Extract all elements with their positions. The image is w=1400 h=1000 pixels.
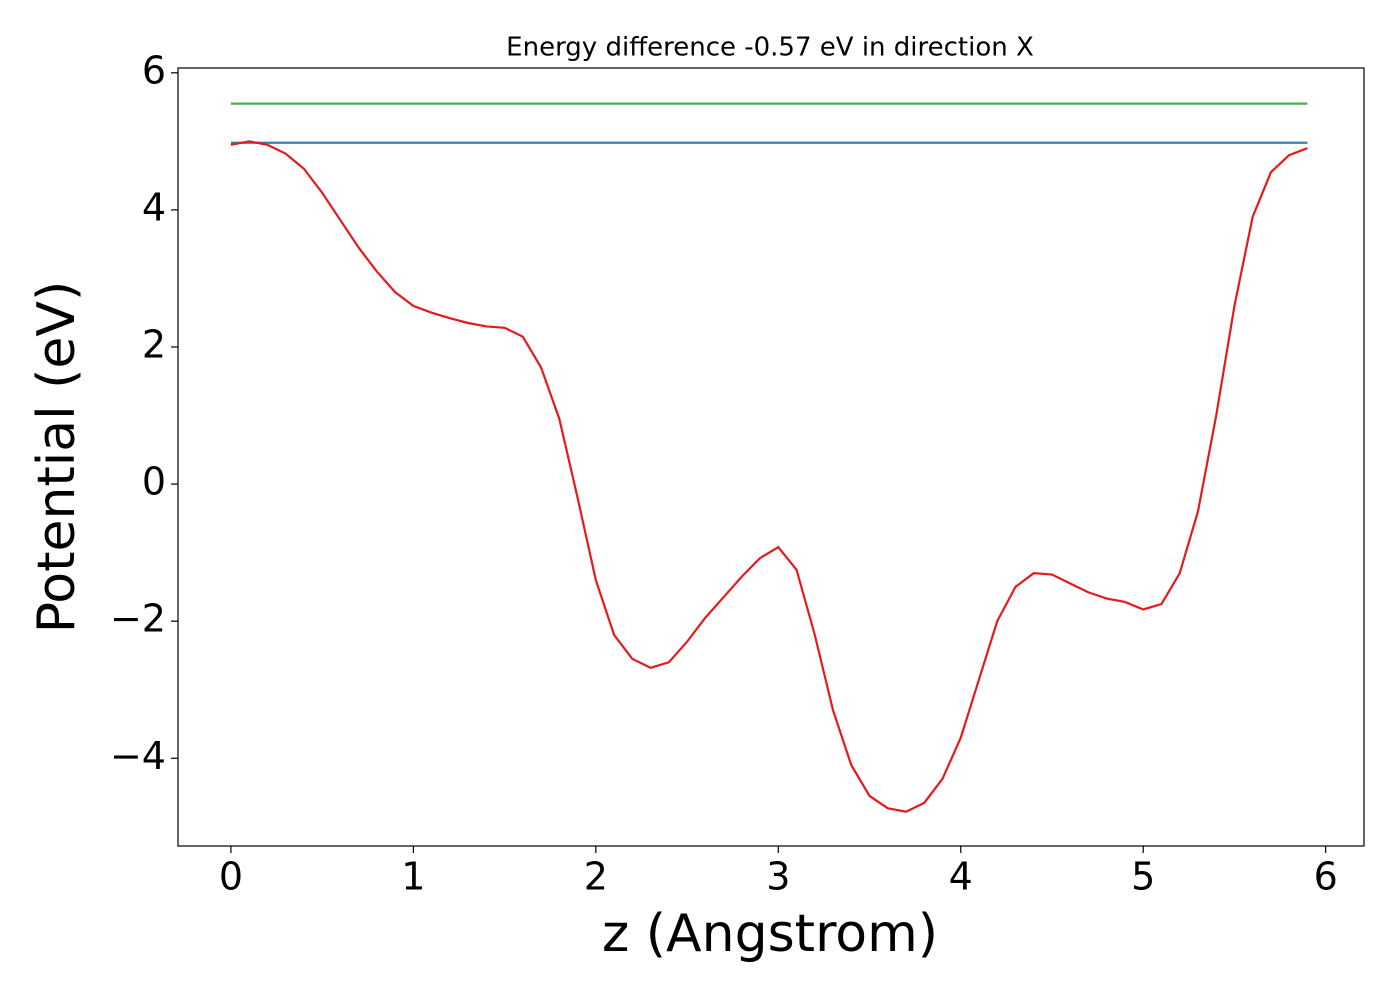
chart-title: Energy difference -0.57 eV in direction … bbox=[506, 33, 1034, 63]
x-tick-label: 6 bbox=[1314, 855, 1338, 899]
y-tick-label: −4 bbox=[110, 734, 166, 778]
y-tick-label: 0 bbox=[142, 460, 166, 504]
x-axis-label: z (Angstrom) bbox=[602, 904, 938, 964]
x-tick-label: 4 bbox=[949, 855, 973, 899]
y-tick-label: 6 bbox=[142, 48, 166, 92]
x-tick-label: 5 bbox=[1131, 855, 1155, 899]
y-tick-label: 4 bbox=[142, 185, 166, 229]
x-tick-label: 1 bbox=[401, 855, 425, 899]
y-tick-label: 2 bbox=[142, 322, 166, 366]
plot-frame bbox=[177, 67, 1365, 847]
y-axis-label: Potential (eV) bbox=[27, 281, 87, 633]
y-tick-label: −2 bbox=[110, 597, 166, 641]
x-tick-label: 0 bbox=[219, 855, 243, 899]
data-line bbox=[230, 140, 1308, 813]
x-tick-label: 3 bbox=[766, 855, 790, 899]
x-tick-label: 2 bbox=[584, 855, 608, 899]
